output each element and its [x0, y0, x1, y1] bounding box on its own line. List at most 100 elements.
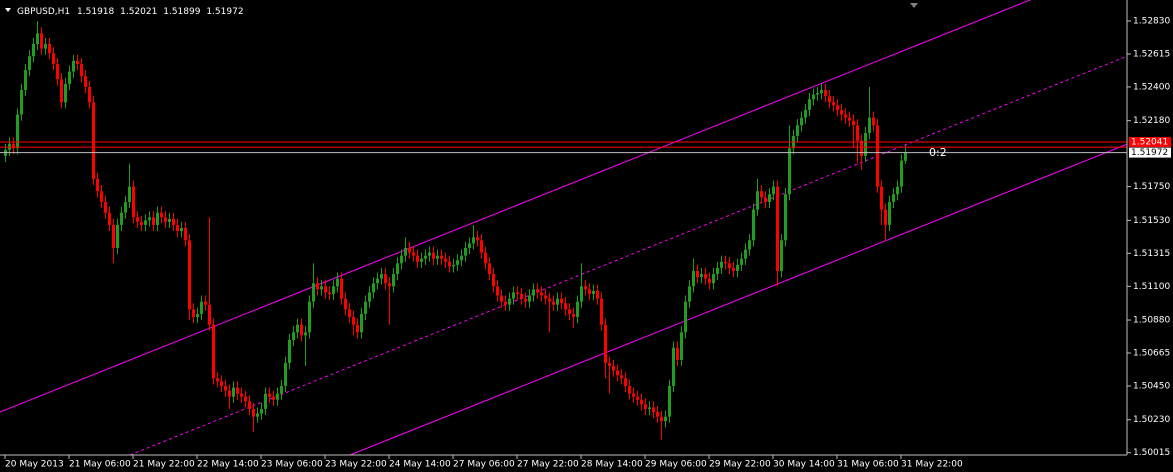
candle-body	[688, 286, 691, 302]
candle-body	[572, 313, 575, 317]
candle-body	[744, 249, 747, 259]
candle-body	[224, 385, 227, 391]
x-tick-label: 24 May 14:00	[389, 460, 451, 470]
candle-body	[616, 370, 619, 376]
candle-body	[284, 362, 287, 386]
candle-body	[696, 270, 699, 278]
candle-body	[904, 152, 907, 161]
candle-body	[680, 332, 683, 360]
candle-body	[92, 102, 95, 179]
candle-body	[368, 292, 371, 302]
candle-body	[264, 393, 267, 409]
candle-body	[560, 298, 563, 304]
candle-body	[280, 385, 283, 394]
y-tick-label: 1.50450	[1133, 381, 1170, 391]
candle-body	[584, 286, 587, 290]
candle-body	[200, 301, 203, 314]
candle-body	[716, 267, 719, 275]
candle-body	[884, 209, 887, 225]
candle-body	[256, 413, 259, 417]
candle-body	[500, 295, 503, 302]
candle-body	[412, 252, 415, 256]
candle-body	[380, 274, 383, 279]
candle-body	[168, 218, 171, 222]
candle-body	[836, 105, 839, 110]
candle-body	[496, 286, 499, 296]
candle-body	[512, 292, 515, 299]
candle-body	[300, 324, 303, 336]
y-tick-label: 1.51100	[1133, 282, 1170, 292]
candle-body	[204, 301, 207, 305]
candle-body	[232, 387, 235, 397]
candle-body	[844, 114, 847, 118]
candle-body	[644, 404, 647, 409]
candle-body	[752, 209, 755, 241]
candle-body	[36, 33, 39, 45]
candle-body	[192, 309, 195, 317]
candle-body	[376, 278, 379, 284]
candle-body	[208, 304, 211, 325]
candle-body	[24, 70, 27, 91]
candle-body	[620, 375, 623, 379]
candle-body	[396, 263, 399, 275]
candle-body	[336, 278, 339, 287]
candle-body	[128, 186, 131, 202]
candle-body	[364, 301, 367, 314]
candle-body	[100, 191, 103, 202]
candle-body	[600, 298, 603, 325]
candle-body	[480, 240, 483, 253]
candle-body	[112, 224, 115, 248]
candle-body	[648, 407, 651, 409]
candle-body	[796, 125, 799, 137]
x-tick-label: 31 May 06:00	[837, 460, 899, 470]
candle-body	[580, 286, 583, 302]
candle-body	[424, 255, 427, 259]
candle-body	[420, 258, 423, 262]
x-tick-label: 23 May 22:00	[325, 460, 387, 470]
candle-body	[840, 109, 843, 115]
candle-body	[44, 44, 47, 49]
candle-body	[640, 399, 643, 405]
candle-body	[244, 396, 247, 402]
candle-body	[684, 301, 687, 333]
candle-body	[900, 160, 903, 187]
candle-body	[664, 416, 667, 422]
candle-body	[728, 263, 731, 268]
candle-body	[888, 201, 891, 225]
candle-body	[340, 278, 343, 299]
x-tick-label: 31 May 22:00	[901, 460, 963, 470]
candle-body	[868, 117, 871, 133]
candle-body	[652, 407, 655, 413]
header-open: 1.51918	[77, 7, 114, 17]
candle-body	[16, 114, 19, 149]
candle-body	[880, 186, 883, 210]
candle-body	[540, 292, 543, 296]
x-tick-label: 23 May 06:00	[261, 460, 323, 470]
y-tick-label: 1.52615	[1133, 49, 1170, 59]
chart-header: GBPUSD,H1 1.51918 1.52021 1.51899 1.5197…	[17, 7, 244, 17]
menu-arrow[interactable]	[5, 8, 11, 12]
candle-body	[372, 283, 375, 293]
candle-body	[32, 44, 35, 57]
candle-body	[832, 102, 835, 106]
candle-body	[720, 261, 723, 268]
header-high: 1.52021	[120, 7, 157, 17]
candle-body	[516, 292, 519, 294]
candle-body	[196, 313, 199, 317]
candle-body	[144, 220, 147, 225]
candle-body	[140, 221, 143, 225]
candle-body	[388, 283, 391, 287]
candle-body	[724, 261, 727, 264]
candle-body	[252, 408, 255, 417]
header-close: 1.51972	[206, 7, 243, 17]
candle-body	[748, 240, 751, 250]
candle-body	[124, 201, 127, 213]
candle-body	[296, 324, 299, 333]
candle-body	[120, 212, 123, 225]
candle-body	[780, 240, 783, 271]
candle-body	[188, 240, 191, 310]
candle-body	[248, 401, 251, 409]
candle-body	[604, 324, 607, 363]
channel-upper	[0, 0, 1032, 413]
x-tick-label: 30 May 14:00	[773, 460, 835, 470]
